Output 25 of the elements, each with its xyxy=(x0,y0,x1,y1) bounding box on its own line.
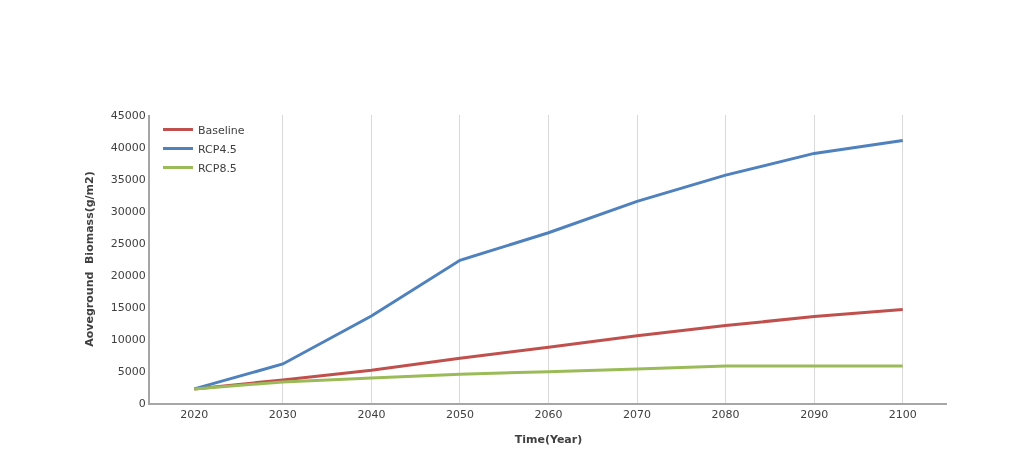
legend-label: Baseline xyxy=(197,123,245,137)
y-tick-label: 15000 xyxy=(110,300,146,314)
x-tick-label: 2040 xyxy=(357,408,386,422)
x-axis-title: Time(Year) xyxy=(514,432,583,446)
x-tick-label: 2090 xyxy=(800,408,829,422)
y-axis-title: Aoveground Biomass(g/m2) xyxy=(82,171,96,347)
y-tick-label: 25000 xyxy=(110,236,146,250)
legend-label: RCP4.5 xyxy=(197,142,237,156)
x-tick-label: 2050 xyxy=(445,408,474,422)
y-tick-label: 20000 xyxy=(110,268,146,282)
x-tick-label: 2060 xyxy=(534,408,563,422)
x-tick-label: 2100 xyxy=(888,408,917,422)
y-tick-label: 35000 xyxy=(110,172,146,186)
y-tick-label: 30000 xyxy=(110,204,146,218)
y-tick-label: 45000 xyxy=(110,108,146,122)
y-tick-label: 10000 xyxy=(110,332,146,346)
y-tick-label: 5000 xyxy=(117,364,146,378)
x-tick-label: 2030 xyxy=(268,408,297,422)
x-tick-label: 2070 xyxy=(623,408,652,422)
y-tick-label: 0 xyxy=(138,396,146,410)
x-tick-label: 2080 xyxy=(711,408,740,422)
x-tick-label: 2020 xyxy=(180,408,209,422)
line-series xyxy=(192,364,905,391)
y-tick-label: 40000 xyxy=(110,140,146,154)
legend-label: RCP8.5 xyxy=(197,161,237,175)
